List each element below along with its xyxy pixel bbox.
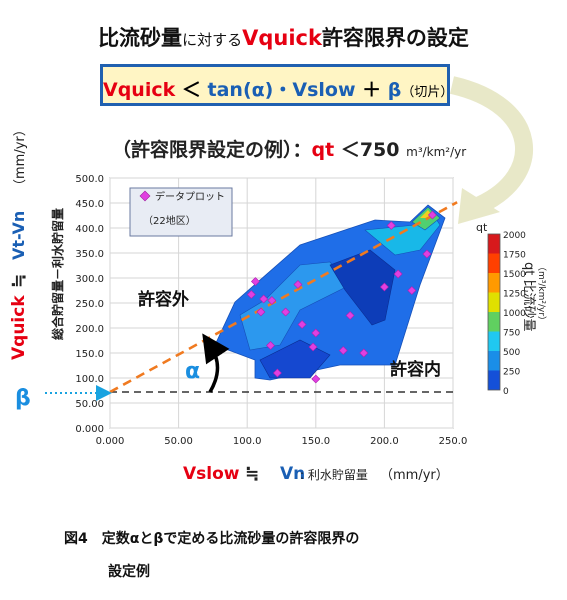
y-tick-label: 50.00 bbox=[75, 399, 104, 410]
legend-count: （22地区） bbox=[143, 214, 196, 227]
data-point bbox=[379, 282, 389, 292]
colorbar-segment bbox=[488, 273, 500, 293]
colorbar-segment bbox=[488, 253, 500, 273]
data-point bbox=[281, 307, 291, 317]
y-tick-label: 350.0 bbox=[75, 249, 104, 260]
x-tick-label: 200.0 bbox=[370, 436, 399, 447]
y-tick-label: 400.0 bbox=[75, 224, 104, 235]
x-tick-label: 0.000 bbox=[96, 436, 125, 447]
y-axis-vquick: Vquick bbox=[9, 295, 29, 360]
colorbar-tick-label: 1500 bbox=[503, 270, 526, 280]
callout-arrow-head bbox=[458, 188, 500, 224]
beta-label: β bbox=[15, 386, 31, 411]
data-point bbox=[259, 294, 269, 304]
colorbar-unit: （m³/km²/yr） bbox=[536, 262, 547, 325]
y-tick-label: 450.0 bbox=[75, 199, 104, 210]
data-point bbox=[308, 342, 318, 352]
x-ticks: 0.000 50.00 100.0 150.0 200.0 250.0 bbox=[96, 436, 468, 447]
data-point bbox=[293, 280, 303, 289]
colorbar-frame bbox=[487, 233, 501, 391]
colorbar-tick-label: 1000 bbox=[503, 309, 526, 319]
data-point bbox=[422, 249, 432, 259]
y-tick-label: 200.0 bbox=[75, 324, 104, 335]
region-inside-label: 許容内 bbox=[390, 359, 441, 380]
legend-entry: データプロット bbox=[155, 190, 225, 203]
data-point bbox=[345, 311, 355, 320]
legend-marker bbox=[139, 190, 151, 202]
data-point bbox=[272, 368, 282, 378]
colorbar-segment bbox=[488, 234, 500, 254]
colorbar-tick-label: 500 bbox=[503, 348, 520, 358]
x-axis-vn: Vn bbox=[280, 464, 305, 484]
data-point bbox=[393, 269, 403, 279]
x-axis-vslow: Vslow bbox=[183, 464, 240, 484]
caption-line-2: 設定例 bbox=[108, 564, 150, 580]
alpha-arc bbox=[202, 333, 230, 393]
x-axis-unit: （mm/yr） bbox=[380, 468, 449, 483]
colorbar-title: qt bbox=[476, 221, 488, 234]
y-axis-desc: 総合貯留量－利水貯留量 bbox=[50, 208, 65, 340]
x-tick-label: 50.00 bbox=[164, 436, 193, 447]
data-point bbox=[427, 210, 437, 220]
colorbar-tick-label: 1750 bbox=[503, 251, 526, 261]
example-condition: （許容限界設定の例）：qt ＜750 m³/km²/yr bbox=[112, 139, 467, 161]
data-point bbox=[311, 328, 321, 338]
y-ticks: 0.000 50.00 100.0 150.0 200.0 250.0 300.0 350.0… bbox=[75, 174, 104, 435]
data-point bbox=[267, 296, 277, 305]
colorbar-label: qt 比流砂量 bbox=[521, 262, 536, 331]
data-point bbox=[407, 286, 417, 295]
data-point bbox=[251, 277, 260, 286]
data-point bbox=[386, 221, 396, 230]
colorbar-tick-label: 750 bbox=[503, 329, 520, 339]
data-point bbox=[266, 341, 275, 350]
x-tick-label: 250.0 bbox=[439, 436, 468, 447]
data-point bbox=[311, 374, 321, 384]
y-tick-label: 500.0 bbox=[75, 174, 104, 185]
data-point bbox=[338, 346, 348, 355]
y-tick-label: 150.0 bbox=[75, 349, 104, 360]
data-point bbox=[246, 290, 256, 299]
x-axis-desc: : 利水貯留量 bbox=[300, 468, 368, 482]
data-point bbox=[297, 320, 307, 329]
colorbar: 2000 1750 1500 1250 1000 750 500 250 0 bbox=[487, 231, 526, 397]
formula-box: Vquick ＜ tan(α)・Vslow ＋ β（切片） bbox=[100, 64, 454, 106]
alpha-label: α bbox=[185, 359, 200, 384]
y-tick-label: 100.0 bbox=[75, 374, 104, 385]
caption-line-1: 図4 定数αとβで定める比流砂量の許容限界の bbox=[64, 531, 360, 547]
y-axis-vt: Vt-Vn bbox=[9, 211, 28, 260]
region-outside-label: 許容外 bbox=[138, 289, 189, 310]
contour-region-dark bbox=[329, 249, 396, 326]
colorbar-tick-label: 250 bbox=[503, 368, 520, 378]
x-tick-label: 150.0 bbox=[301, 436, 330, 447]
allowable-limit-line bbox=[109, 201, 458, 394]
y-tick-label: 0.000 bbox=[75, 424, 104, 435]
y-tick-label: 300.0 bbox=[75, 274, 104, 285]
colorbar-segment bbox=[488, 351, 500, 371]
data-point bbox=[359, 348, 369, 358]
y-tick-label: 250.0 bbox=[75, 299, 104, 310]
colorbar-segment bbox=[488, 292, 500, 312]
x-axis-approx: ≒ bbox=[245, 464, 259, 484]
colorbar-tick-label: 1250 bbox=[503, 290, 526, 300]
colorbar-segment bbox=[488, 370, 500, 390]
y-axis-approx: ≒ bbox=[9, 274, 29, 288]
data-point bbox=[256, 307, 266, 317]
colorbar-tick-label: 0 bbox=[503, 387, 509, 397]
colorbar-segment bbox=[488, 312, 500, 332]
x-tick-label: 100.0 bbox=[233, 436, 262, 447]
formula: Vquick ＜ tan(α)・Vslow ＋ β（切片） bbox=[103, 79, 454, 101]
page-title: 比流砂量に対するVquick許容限界の設定 bbox=[98, 26, 469, 50]
colorbar-tick-label: 2000 bbox=[503, 231, 526, 241]
data-points bbox=[246, 210, 437, 384]
colorbar-segment bbox=[488, 331, 500, 351]
callout-arrow bbox=[449, 76, 534, 214]
y-axis-unit: （mm/yr） bbox=[13, 123, 28, 192]
